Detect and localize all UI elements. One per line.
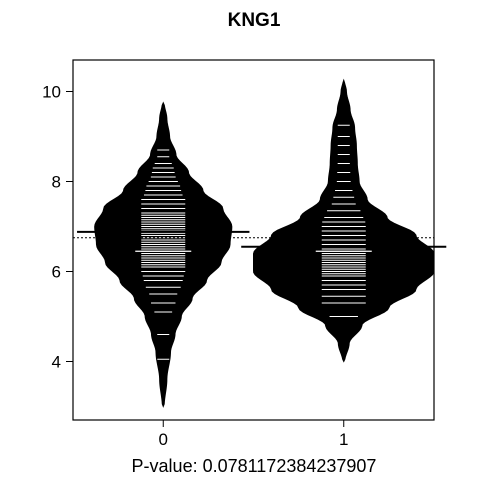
plot-frame — [72, 59, 435, 421]
beans-layer — [77, 78, 447, 408]
y-tick-label: 4 — [52, 353, 61, 372]
bean-shape-group-1 — [253, 78, 435, 363]
y-tick-label: 6 — [52, 263, 61, 282]
y-tick-label: 10 — [42, 83, 61, 102]
chart-title: KNG1 — [228, 10, 281, 31]
x-tick-label: 0 — [159, 430, 168, 449]
x-axis-label: P-value: 0.0781172384237907 — [132, 456, 377, 476]
y-tick-label: 8 — [52, 173, 61, 192]
bean-shape-group-0 — [94, 101, 233, 408]
x-tick-label: 1 — [339, 430, 348, 449]
y-axis: 4 6 8 10 — [42, 83, 73, 372]
